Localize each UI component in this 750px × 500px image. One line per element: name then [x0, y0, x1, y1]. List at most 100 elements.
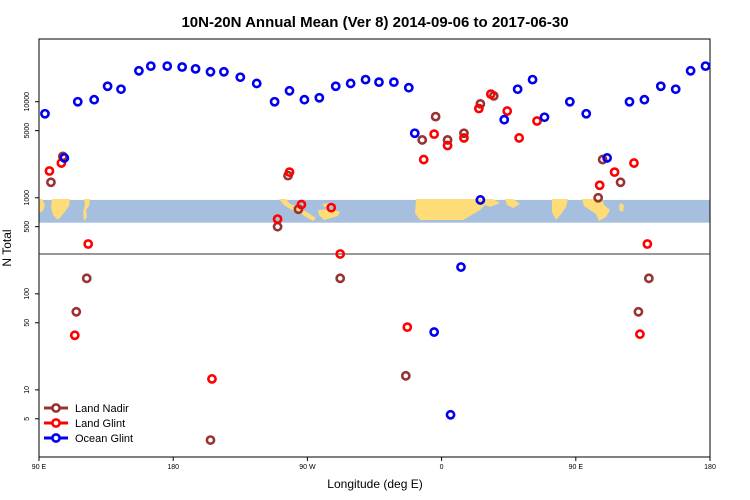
land-indochina — [582, 199, 610, 221]
point-land-nadir — [459, 128, 469, 139]
point-ocean-glint — [284, 85, 295, 96]
point-land-nadir — [475, 98, 486, 109]
x-tick-label: 90 E — [32, 464, 47, 471]
point-land-glint — [83, 239, 94, 249]
point-ocean-glint — [456, 262, 466, 272]
point-ocean-glint — [655, 81, 666, 92]
point-land-glint — [429, 129, 440, 140]
point-ocean-glint — [314, 92, 325, 103]
x-tick-label: 180 — [704, 464, 716, 471]
point-ocean-glint — [59, 153, 70, 163]
y-axis-label: N Total — [0, 229, 14, 266]
y-tick-label: 10 — [24, 386, 31, 394]
x-axis-label: Longitude (deg E) — [327, 477, 422, 491]
map-ocean-strip — [39, 199, 710, 223]
legend-label: Land Nadir — [75, 403, 129, 415]
point-ocean-glint — [145, 61, 156, 71]
point-ocean-glint — [190, 63, 201, 74]
point-ocean-glint — [40, 108, 50, 119]
point-land-glint — [272, 214, 283, 224]
y-tick-label: 5000 — [24, 123, 31, 139]
point-ocean-glint — [388, 77, 399, 88]
point-land-nadir — [633, 306, 644, 317]
point-land-glint — [44, 166, 55, 176]
point-ocean-glint — [116, 84, 126, 95]
point-ocean-glint — [177, 62, 188, 72]
point-land-glint — [69, 330, 80, 341]
point-ocean-glint — [564, 96, 575, 107]
point-ocean-glint — [581, 108, 592, 119]
land-philippines — [619, 203, 624, 212]
x-tick-label: 0 — [440, 464, 444, 471]
point-land-glint — [326, 202, 337, 213]
point-land-glint — [609, 167, 620, 178]
point-ocean-glint — [429, 327, 440, 337]
point-land-glint — [532, 116, 542, 126]
point-land-glint — [514, 133, 525, 143]
x-tick-label: 90 W — [299, 464, 316, 471]
point-land-nadir — [400, 370, 411, 381]
y-tick-label: 500 — [24, 221, 31, 233]
legend-label: Land Glint — [75, 418, 125, 430]
point-ocean-glint — [718, 62, 725, 69]
point-land-glint — [207, 374, 217, 384]
y-tick-label: 10000 — [24, 92, 31, 112]
point-land-nadir — [417, 135, 428, 145]
point-land-nadir — [335, 273, 346, 284]
point-ocean-glint — [445, 409, 456, 420]
point-land-nadir — [272, 221, 283, 232]
land-india-left — [51, 199, 70, 220]
point-land-nadir — [205, 435, 216, 445]
point-land-glint — [402, 322, 413, 333]
point-ocean-glint — [539, 112, 550, 123]
point-land-glint — [635, 329, 645, 340]
point-land-glint — [418, 154, 429, 165]
land-south-america — [318, 209, 340, 220]
world-map-band — [39, 199, 710, 223]
point-ocean-glint — [409, 128, 420, 139]
point-ocean-glint — [205, 66, 216, 77]
y-tick-label: 1000 — [24, 190, 31, 206]
point-ocean-glint — [134, 65, 144, 76]
point-ocean-glint — [374, 77, 384, 88]
legend: Land Nadir Land Glint Ocean Glint — [44, 403, 133, 445]
point-ocean-glint — [269, 96, 280, 107]
point-ocean-glint — [235, 72, 246, 83]
point-ocean-glint — [72, 96, 83, 107]
land-india — [552, 199, 568, 220]
land-arabia — [505, 199, 520, 208]
point-ocean-glint — [162, 61, 173, 71]
point-land-nadir — [46, 177, 56, 188]
point-ocean-glint — [218, 66, 229, 77]
legend-marker — [51, 403, 61, 413]
point-ocean-glint — [330, 81, 341, 92]
x-tick-label: 180 — [167, 464, 179, 471]
point-ocean-glint — [512, 84, 523, 95]
land-central-america — [279, 199, 316, 221]
point-land-glint — [296, 199, 307, 210]
chart-title: 10N-20N Annual Mean (Ver 8) 2014-09-06 t… — [181, 14, 568, 31]
x-tick-label: 90 E — [569, 464, 584, 471]
legend-marker — [51, 418, 61, 428]
point-ocean-glint — [102, 81, 113, 92]
point-ocean-glint — [475, 195, 486, 205]
point-ocean-glint — [89, 94, 100, 105]
y-tick-label: 5 — [24, 417, 31, 421]
point-land-glint — [485, 89, 496, 100]
point-land-nadir — [593, 192, 604, 203]
point-ocean-glint — [602, 153, 613, 163]
y-tick-label: 50 — [24, 319, 31, 327]
point-ocean-glint — [527, 74, 538, 85]
point-land-glint — [594, 180, 605, 191]
point-ocean-glint — [685, 65, 696, 76]
legend-label: Ocean Glint — [75, 433, 133, 445]
point-land-glint — [642, 239, 653, 249]
point-land-nadir — [615, 177, 626, 188]
legend-marker — [51, 433, 61, 443]
point-land-glint — [335, 249, 346, 259]
point-ocean-glint — [670, 84, 681, 95]
point-land-nadir — [430, 111, 441, 122]
point-land-nadir — [71, 306, 82, 317]
point-land-glint — [459, 133, 469, 143]
point-land-nadir — [81, 273, 92, 284]
